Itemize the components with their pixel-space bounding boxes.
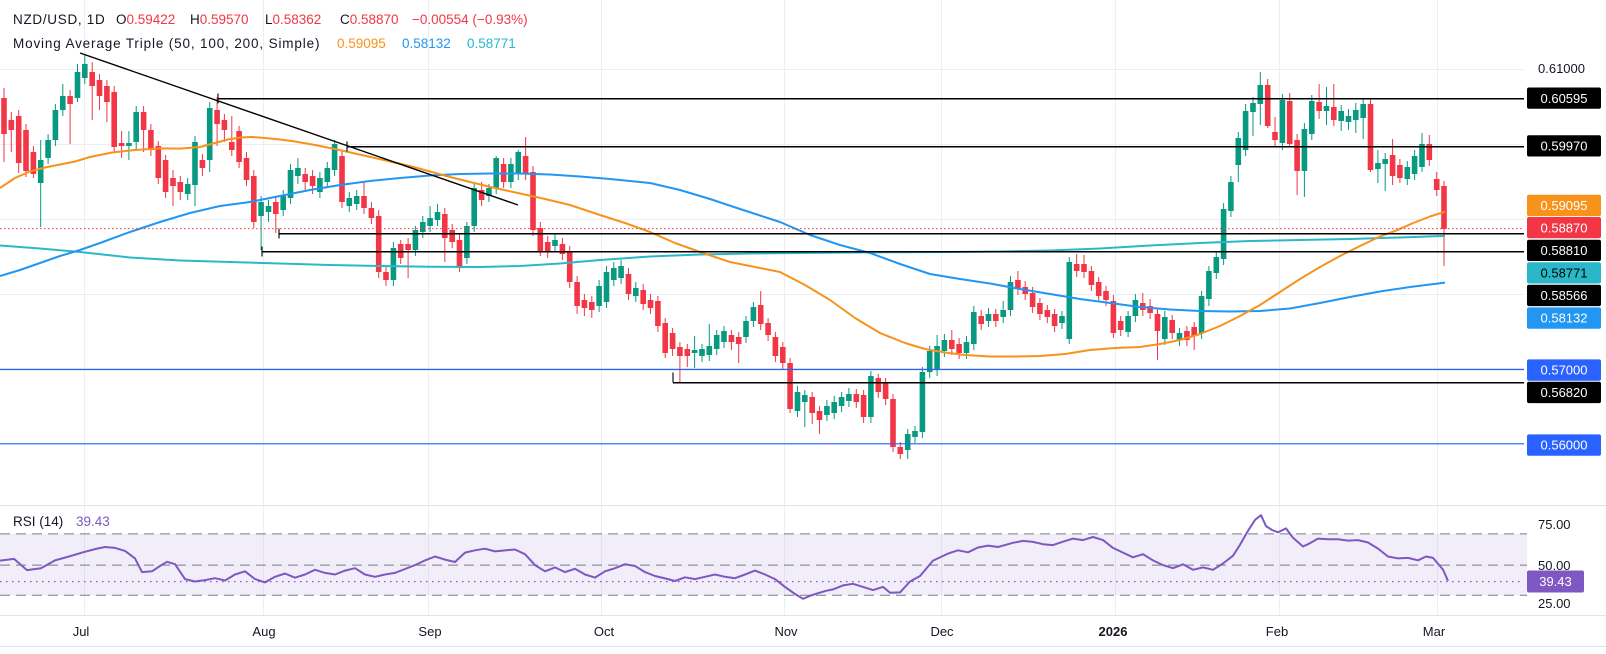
svg-text:0.59970: 0.59970: [1541, 138, 1588, 153]
svg-text:75.00: 75.00: [1538, 517, 1571, 532]
svg-text:50.00: 50.00: [1538, 558, 1571, 573]
svg-text:0.58132: 0.58132: [1541, 311, 1588, 326]
svg-text:Oct: Oct: [594, 624, 615, 639]
svg-text:25.00: 25.00: [1538, 596, 1571, 611]
svg-text:0.58810: 0.58810: [1541, 243, 1588, 258]
svg-text:0.57000: 0.57000: [1541, 363, 1588, 378]
svg-text:0.58771: 0.58771: [1541, 266, 1588, 281]
svg-text:Mar: Mar: [1423, 624, 1446, 639]
svg-text:Nov: Nov: [774, 624, 798, 639]
svg-text:0.56000: 0.56000: [1541, 438, 1588, 453]
svg-text:Moving Average Triple (50, 100: Moving Average Triple (50, 100, 200, Sim…: [13, 36, 320, 51]
svg-text:NZD/USD, 1D: NZD/USD, 1D: [13, 12, 105, 27]
svg-text:39.43: 39.43: [1539, 574, 1572, 589]
svg-text:Sep: Sep: [418, 624, 441, 639]
svg-text:0.58771: 0.58771: [467, 36, 516, 51]
svg-text:Jul: Jul: [73, 624, 90, 639]
svg-text:0.60595: 0.60595: [1541, 91, 1588, 106]
svg-text:0.56820: 0.56820: [1541, 385, 1588, 400]
svg-text:0.58870: 0.58870: [1541, 220, 1588, 235]
svg-text:39.43: 39.43: [76, 514, 110, 529]
svg-text:0.61000: 0.61000: [1538, 61, 1585, 76]
svg-text:0.58566: 0.58566: [1541, 288, 1588, 303]
svg-text:0.59095: 0.59095: [1541, 198, 1588, 213]
svg-text:Feb: Feb: [1266, 624, 1288, 639]
svg-text:2026: 2026: [1099, 624, 1128, 639]
svg-text:Dec: Dec: [930, 624, 954, 639]
svg-text:0.59095: 0.59095: [337, 36, 386, 51]
svg-text:0.58132: 0.58132: [402, 36, 451, 51]
svg-text:Aug: Aug: [252, 624, 275, 639]
svg-text:RSI (14): RSI (14): [13, 514, 63, 529]
